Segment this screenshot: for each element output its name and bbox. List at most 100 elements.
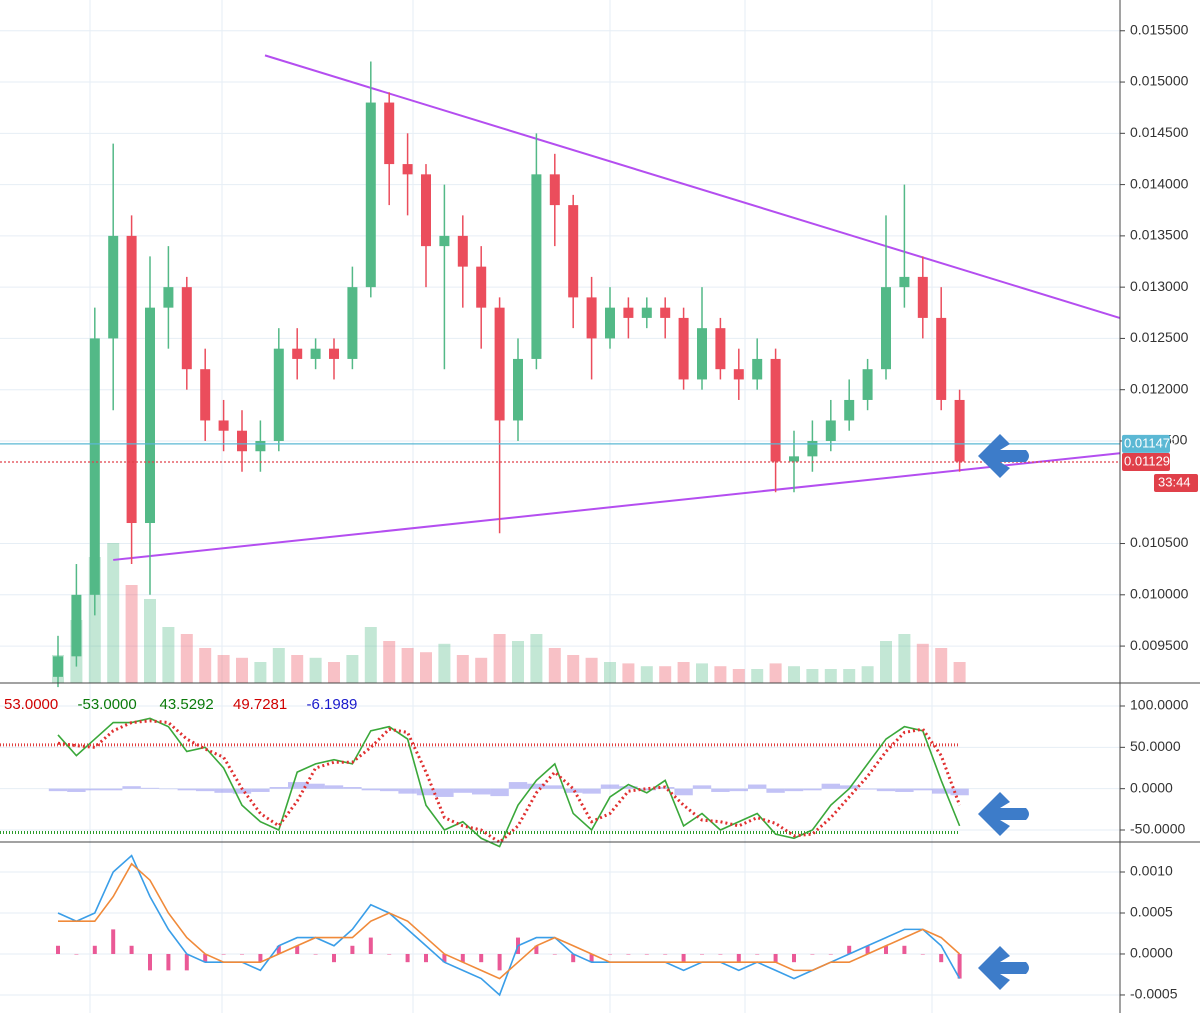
volume-bar xyxy=(953,662,966,683)
candle-body xyxy=(623,307,634,318)
histogram-bar xyxy=(895,788,914,792)
histogram-bar xyxy=(582,788,601,794)
volume-bar xyxy=(659,666,672,683)
candle-body xyxy=(641,307,652,318)
candle-body xyxy=(568,205,579,298)
histogram-bar xyxy=(939,953,944,963)
histogram-bar xyxy=(92,945,97,954)
volume-bar xyxy=(769,663,782,683)
candle-body xyxy=(457,235,468,267)
volume-bar xyxy=(916,643,929,683)
histogram-bar xyxy=(361,788,380,791)
histogram-bar xyxy=(847,945,852,954)
volume-bar xyxy=(456,655,469,683)
histogram-bar xyxy=(221,953,226,955)
y-tick-label: 50.0000 xyxy=(1130,738,1181,754)
trendline xyxy=(264,54,1120,319)
volume-bar xyxy=(328,662,340,683)
histogram-bar xyxy=(534,945,539,954)
histogram-bar xyxy=(276,945,281,954)
histogram-bar xyxy=(232,788,252,794)
histogram-bar xyxy=(129,945,134,954)
candle-body xyxy=(384,102,395,165)
histogram-bar xyxy=(736,953,741,963)
volume-bar xyxy=(236,657,248,683)
candle-body xyxy=(678,317,689,380)
candle-body xyxy=(71,594,82,657)
histogram-bar xyxy=(773,953,778,963)
histogram-bar xyxy=(258,953,263,963)
legend-value: -6.1989 xyxy=(307,696,358,713)
histogram-bar xyxy=(424,953,428,963)
volume-bar xyxy=(530,634,543,683)
candle-body xyxy=(954,399,965,462)
candle-body xyxy=(770,358,781,462)
y-tick-label: 0.012500 xyxy=(1130,329,1189,345)
histogram-bar xyxy=(729,788,748,792)
volume-bar xyxy=(346,655,359,683)
volume-bar xyxy=(677,662,690,683)
histogram-bar xyxy=(497,953,502,971)
volume-bar xyxy=(567,655,580,683)
histogram-bar xyxy=(626,953,631,955)
countdown-badge xyxy=(1154,473,1198,492)
histogram-bar xyxy=(196,788,215,792)
histogram-bar xyxy=(810,953,815,955)
candle-body xyxy=(807,440,818,457)
histogram-bar xyxy=(902,945,907,954)
candle-body xyxy=(273,348,284,441)
candle-body xyxy=(586,297,597,339)
candle-body xyxy=(218,420,229,431)
volume-bar xyxy=(309,657,322,683)
histogram-bar xyxy=(508,782,528,789)
histogram-bar xyxy=(56,945,60,954)
histogram-bar xyxy=(460,953,465,963)
volume-bar xyxy=(383,641,396,683)
legend-value: 49.7281 xyxy=(233,696,287,713)
volume-bar xyxy=(788,666,800,683)
histogram-bar xyxy=(766,788,785,793)
histogram-bar xyxy=(479,953,484,963)
volume-bar xyxy=(272,648,285,683)
volume-bar xyxy=(548,648,561,683)
volume-bar xyxy=(696,663,708,683)
y-tick-label: 0.0000 xyxy=(1130,945,1173,961)
histogram-bar xyxy=(442,953,447,963)
y-tick-label: 0.0005 xyxy=(1130,904,1173,920)
candle-body xyxy=(513,358,523,421)
candle-body xyxy=(439,235,450,247)
y-tick-label: 0.009500 xyxy=(1130,637,1189,653)
volume-bar xyxy=(107,543,120,683)
candle-body xyxy=(53,656,63,677)
histogram-bar xyxy=(711,788,730,792)
volume-bar xyxy=(364,627,377,683)
histogram-bar xyxy=(453,788,472,793)
histogram-bar xyxy=(184,953,189,971)
y-tick-label: 0.015000 xyxy=(1130,73,1189,89)
histogram-bar xyxy=(332,953,336,963)
histogram-bar xyxy=(343,787,362,789)
volume-bar xyxy=(254,662,267,683)
volume-bar xyxy=(604,662,616,683)
histogram-bar xyxy=(214,788,233,793)
legend-value: -53.0000 xyxy=(78,696,137,713)
histogram-bar xyxy=(589,953,594,963)
histogram-bar xyxy=(564,788,583,793)
histogram-bar xyxy=(387,953,392,955)
histogram-bar xyxy=(177,788,196,791)
histogram-bar xyxy=(957,953,962,979)
histogram-bar xyxy=(295,945,300,954)
volume-bar xyxy=(806,669,819,683)
histogram-bar xyxy=(718,953,723,955)
price-badge-label: 0.011295 xyxy=(1124,453,1177,468)
candle-body xyxy=(476,266,487,308)
candle-body xyxy=(126,235,137,524)
histogram-bar xyxy=(803,788,822,791)
histogram-bar xyxy=(681,953,686,963)
histogram-bar xyxy=(74,953,79,955)
volume-bar xyxy=(162,627,175,683)
histogram-bar xyxy=(398,788,417,794)
histogram-bar xyxy=(700,953,704,955)
candle-body xyxy=(752,358,763,380)
